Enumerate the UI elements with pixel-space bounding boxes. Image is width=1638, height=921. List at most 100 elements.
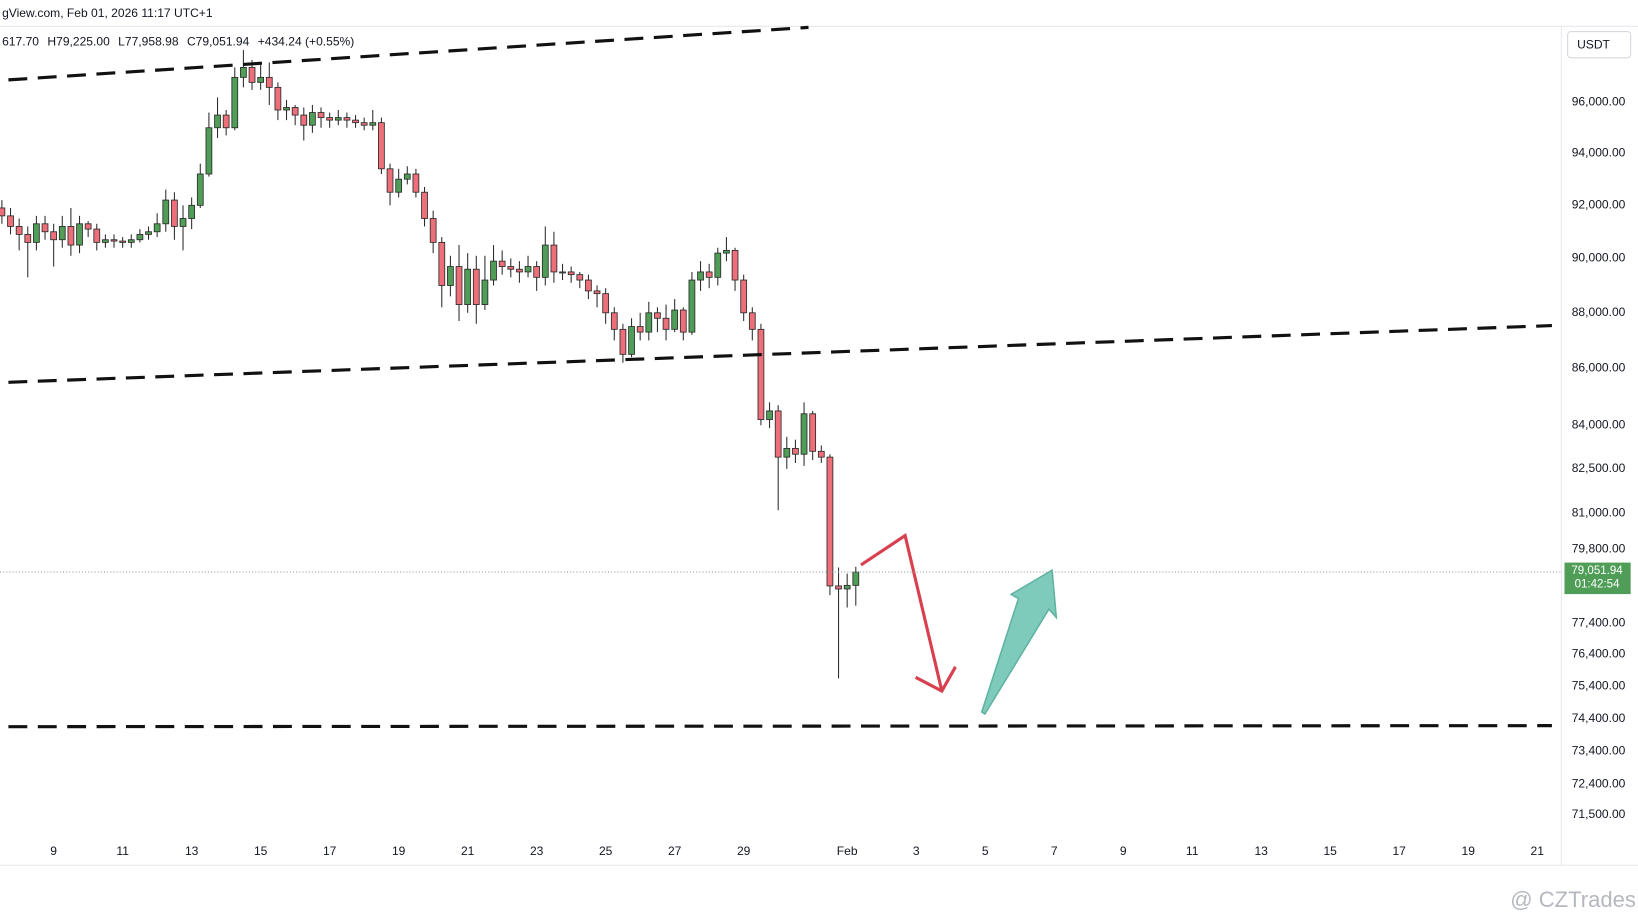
candle-body	[507, 266, 515, 270]
candle-body	[766, 410, 773, 420]
candle-body	[274, 86, 282, 111]
trendline	[8, 25, 809, 82]
candle-body	[102, 239, 109, 243]
candle-body	[119, 240, 127, 243]
candle-body	[412, 173, 420, 193]
candle-body	[421, 191, 428, 219]
candle-body	[395, 178, 403, 193]
candle-body	[757, 328, 765, 420]
candle-body	[15, 226, 23, 235]
candle-body	[645, 312, 653, 333]
y-tick-label: 79,800.00	[1572, 541, 1626, 555]
x-tick-label: 19	[392, 844, 406, 858]
y-tick-label: 86,000.00	[1572, 361, 1626, 375]
candle-body	[705, 271, 713, 278]
candle-body	[386, 168, 394, 193]
x-tick-label: 9	[1120, 844, 1127, 858]
candle-body	[171, 199, 178, 227]
candle-body	[188, 204, 196, 219]
plot	[0, 50, 860, 679]
candle-body	[628, 326, 635, 355]
trendline	[8, 324, 1552, 384]
candle-body	[455, 266, 463, 305]
down-arrow-head	[914, 666, 957, 694]
candle-body	[602, 293, 610, 314]
candle-body	[334, 117, 342, 121]
candle-body	[343, 117, 351, 121]
x-tick-label: 21	[1530, 844, 1544, 858]
candle-body	[438, 241, 446, 286]
candle-body	[593, 290, 601, 295]
candle-body	[145, 231, 152, 235]
currency: USDT	[1577, 37, 1610, 51]
candle-body	[7, 215, 14, 227]
y-tick-label: 96,000.00	[1572, 95, 1626, 109]
candle-body	[619, 328, 627, 355]
candle-body	[498, 260, 506, 267]
y-tick-label: 84,000.00	[1572, 417, 1626, 431]
candle-body	[317, 112, 325, 119]
candle-body	[205, 127, 213, 175]
candle-body	[835, 585, 842, 590]
y-tick-label: 90,000.00	[1572, 251, 1626, 265]
candle-body	[731, 249, 739, 281]
candle-body	[567, 271, 575, 276]
candle-body	[403, 173, 411, 180]
y-tick-label: 74,400.00	[1572, 711, 1626, 725]
y-tick-label: 94,000.00	[1572, 146, 1626, 160]
candle-body	[800, 413, 808, 455]
up-arrow	[980, 568, 1058, 716]
y-tick-label: 88,000.00	[1572, 305, 1626, 319]
countdown: 01:42:54	[1575, 579, 1620, 591]
down-arrow	[860, 533, 944, 692]
candle-body	[84, 223, 92, 230]
candle-body	[309, 112, 316, 126]
y-tick-label: 71,500.00	[1572, 807, 1626, 821]
candle-body	[740, 279, 748, 314]
candle-body	[24, 233, 32, 243]
candle-body	[93, 228, 101, 243]
x-tick-label: 17	[1392, 844, 1406, 858]
candle-body	[533, 266, 541, 278]
x-tick-label: 15	[254, 844, 268, 858]
candle-body	[610, 312, 618, 330]
x-tick-label: 19	[1461, 844, 1475, 858]
legend-value: H79,225.00	[47, 34, 110, 48]
x-tick-label: 27	[668, 844, 682, 858]
candle-body	[481, 279, 489, 305]
candle-body	[50, 231, 58, 241]
x-tick-label: 11	[116, 844, 129, 858]
candle-body	[748, 312, 756, 330]
x-tick-label: 21	[461, 844, 475, 858]
candle-body	[490, 260, 497, 281]
candle-body	[852, 571, 860, 586]
y-tick-label: 73,400.00	[1572, 744, 1626, 758]
candle-body	[516, 268, 523, 273]
candle-body	[524, 266, 532, 273]
candle-body	[326, 117, 334, 121]
x-tick-label: 13	[185, 844, 199, 858]
last-price-label: 79,051.94	[1571, 565, 1623, 577]
last-price-box	[1564, 562, 1631, 595]
x-tick-label: Feb	[837, 844, 858, 858]
candle-body	[300, 114, 308, 126]
candle-body	[585, 279, 592, 292]
candle-body	[240, 67, 247, 78]
candle-body	[576, 274, 584, 281]
candle-body	[291, 107, 299, 116]
y-tick-label: 92,000.00	[1572, 198, 1626, 212]
candle-body	[723, 249, 730, 254]
y-tick-label: 77,400.00	[1572, 615, 1626, 629]
candle-body	[464, 268, 472, 305]
watermark: @ CZTrades	[1510, 887, 1636, 912]
candle-body	[248, 67, 256, 83]
candle-body	[550, 244, 558, 273]
candle-body	[654, 312, 661, 319]
candle-body	[447, 266, 454, 286]
candle-body	[714, 252, 722, 278]
candle-body	[662, 317, 670, 330]
candle-body	[127, 239, 135, 243]
